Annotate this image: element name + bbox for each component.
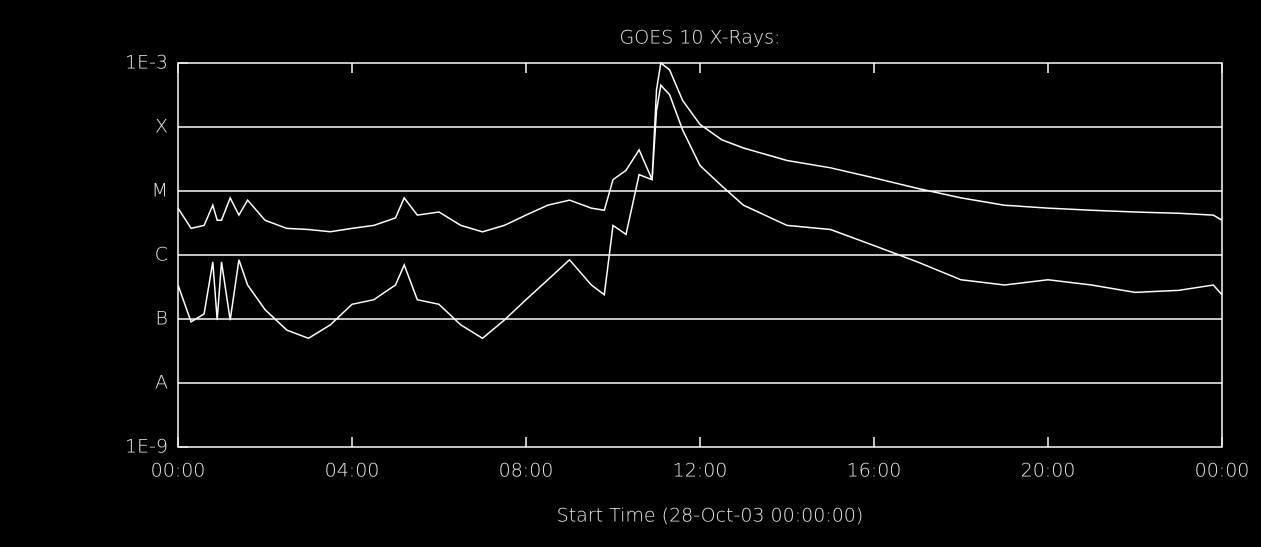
- y-tick-label: 1E-9: [125, 436, 168, 458]
- x-tick-label: 16:00: [847, 460, 902, 482]
- y-tick-label: X: [155, 116, 168, 138]
- y-tick-label: C: [155, 244, 168, 266]
- y-tick-label: M: [152, 180, 168, 202]
- x-tick-label: 12:00: [673, 460, 728, 482]
- x-tick-label: 08:00: [499, 460, 554, 482]
- x-tick-label: 04:00: [325, 460, 380, 482]
- x-tick-label: 20:00: [1021, 460, 1076, 482]
- y-tick-label: 1E-3: [125, 52, 168, 74]
- x-tick-label: 00:00: [151, 460, 206, 482]
- series-line: [177, 83, 1223, 340]
- y-tick-label: B: [156, 308, 168, 330]
- series-line: [177, 61, 1223, 233]
- x-axis-label: Start Time (28-Oct-03 00:00:00): [557, 505, 864, 527]
- chart-title: GOES 10 X-Rays:: [620, 27, 781, 49]
- x-tick-label: 00:00: [1195, 460, 1250, 482]
- y-tick-label: A: [155, 372, 168, 394]
